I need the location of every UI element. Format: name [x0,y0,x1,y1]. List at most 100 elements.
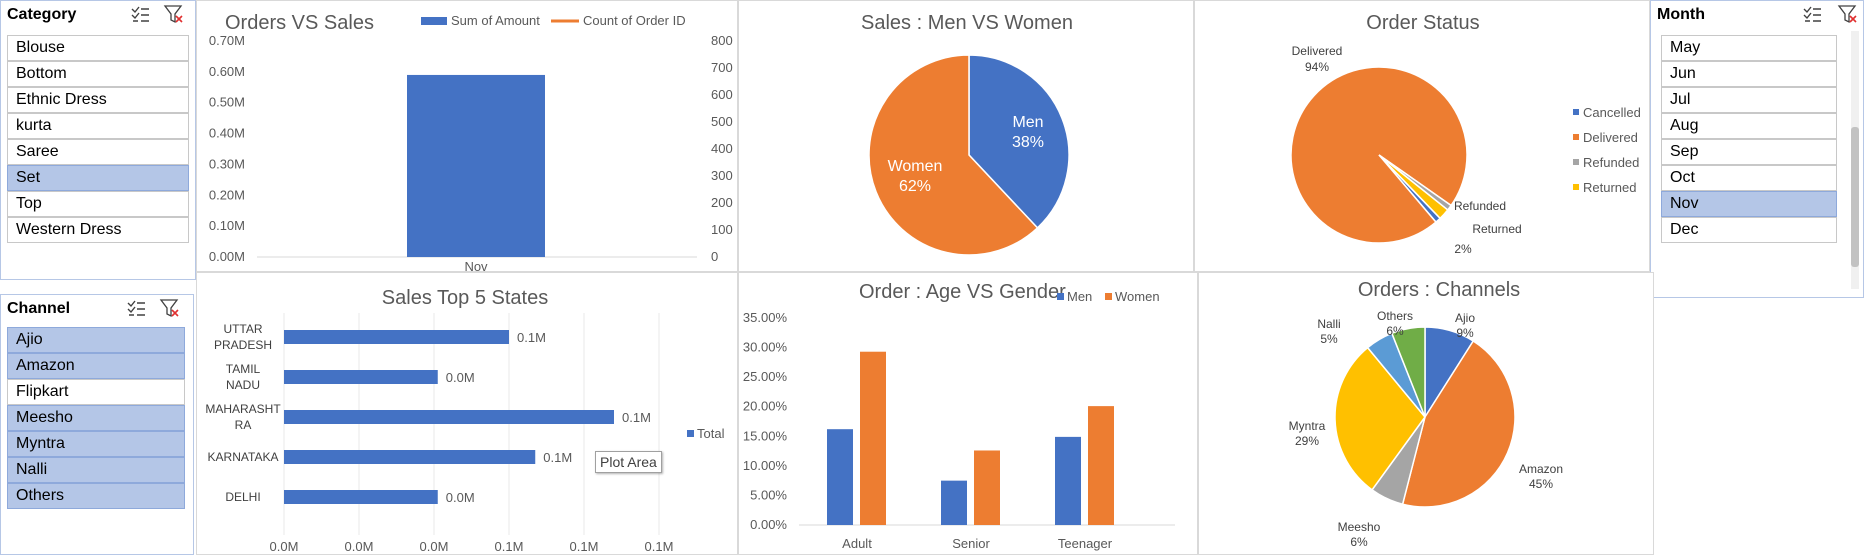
chart-title: Sales Top 5 States [382,287,548,309]
slicer-item-dec[interactable]: Dec [1661,217,1837,243]
slicer-item-jul[interactable]: Jul [1661,87,1837,113]
channels-slice-myntra [1334,346,1426,491]
y-tick-label: 0.70M [209,33,245,48]
y2-tick-label: 0 [711,249,718,264]
bar-karnataka [284,450,536,464]
channels-chart[interactable]: Orders : Channels Ajio 9% Amazon 45% Meesho 6%… [1198,272,1654,555]
channel-slicer: Channel Ajio Amazon Flipkart Meesho Myntra Na… [0,294,194,555]
y2-tick-label: 300 [711,168,733,183]
y-tick-label: 0.00% [750,517,787,532]
slice-percent: 6% [1386,324,1404,338]
slicer-item-nalli[interactable]: Nalli [7,457,185,483]
month-scrollbar-thumb[interactable] [1851,127,1859,267]
order-status-chart[interactable]: Order Status Delivered 94% Refunded Returned… [1194,0,1650,272]
x-tick-label: 0.0M [420,539,449,554]
bar-delhi [284,490,438,504]
clear-filter-icon[interactable] [163,4,185,24]
bar-men-adult [827,429,853,525]
plot-area-tooltip: Plot Area [595,451,662,473]
order-status-slice-returned [1378,154,1449,220]
channels-slice-amazon [1401,339,1516,508]
x-tick-label: Teenager [1058,536,1113,551]
slice-label: Others [1377,309,1413,323]
slicer-item-sep[interactable]: Sep [1661,139,1837,165]
legend-swatch [1573,184,1579,190]
y2-tick-label: 500 [711,114,733,129]
legend-swatch [1057,293,1064,300]
slicer-item-myntra[interactable]: Myntra [7,431,185,457]
legend-label: Refunded [1583,155,1639,170]
slicer-item-blouse[interactable]: Blouse [7,35,189,61]
chart-title: Order : Age VS Gender [859,281,1066,303]
y-tick-label: UTTAR [223,322,262,336]
clear-filter-icon[interactable] [159,298,181,318]
slicer-item-others[interactable]: Others [7,483,185,509]
y2-tick-label: 800 [711,33,733,48]
slicer-header: Channel [1,295,193,321]
slicer-item-western-dress[interactable]: Western Dress [7,217,189,243]
y-tick-label: 0.60M [209,64,245,79]
x-tick-label: 0.1M [645,539,674,554]
slice-label: Myntra [1289,419,1326,433]
top5-states-chart[interactable]: Sales Top 5 States 0.0M 0.0M 0.0M 0.1M 0.1M 0.… [196,272,738,555]
slice-percent: 38% [1012,134,1044,151]
multi-select-icon[interactable] [129,4,151,24]
slicer-header: Category [1,1,195,27]
men-vs-women-chart[interactable]: Sales : Men VS Women Men 38% Women 62% [738,0,1194,272]
y-tick-label: NADU [226,378,260,392]
slicer-item-saree[interactable]: Saree [7,139,189,165]
legend-swatch [1573,134,1579,140]
multi-select-icon[interactable] [125,298,147,318]
slicer-header: Month [1651,1,1863,27]
legend-label: Women [1115,289,1160,304]
multi-select-icon[interactable] [1801,4,1823,24]
y-tick-label: MAHARASHT [205,402,281,416]
y-tick-label: 0.20M [209,187,245,202]
slicer-item-ajio[interactable]: Ajio [7,327,185,353]
slice-label: Returned [1472,222,1521,236]
slicer-item-flipkart[interactable]: Flipkart [7,379,185,405]
slicer-title: Month [1657,6,1705,23]
bar-women-adult [860,351,886,525]
bar-uttar-pradesh [284,330,509,344]
age-vs-gender-chart[interactable]: Order : Age VS Gender Men Women 0.00% 5.00% 1… [738,272,1198,555]
x-tick-label: 0.1M [495,539,524,554]
legend-label: Sum of Amount [451,13,540,28]
y-tick-label: 15.00% [743,428,788,443]
y-tick-label: KARNATAKA [208,450,279,464]
slice-percent: 9% [1456,326,1474,340]
y-tick-label: 5.00% [750,487,787,502]
slicer-item-jun[interactable]: Jun [1661,61,1837,87]
slicer-title: Category [7,6,77,23]
slicer-item-may[interactable]: May [1661,35,1837,61]
slice-label: Nalli [1317,317,1340,331]
month-slicer: Month May Jun Jul Aug Sep Oct Nov Dec [1650,0,1864,298]
legend-swatch [1573,159,1579,165]
x-tick-label: 0.0M [270,539,299,554]
slicer-item-top[interactable]: Top [7,191,189,217]
slice-percent: 5% [1320,332,1338,346]
slicer-item-amazon[interactable]: Amazon [7,353,185,379]
slicer-item-ethnic-dress[interactable]: Ethnic Dress [7,87,189,113]
slicer-item-aug[interactable]: Aug [1661,113,1837,139]
slice-label: Women [888,158,943,175]
category-slicer: Category Blouse Bottom Ethnic Dress kurta Sa… [0,0,196,280]
slicer-item-kurta[interactable]: kurta [7,113,189,139]
slicer-item-bottom[interactable]: Bottom [7,61,189,87]
slicer-item-oct[interactable]: Oct [1661,165,1837,191]
slice-percent: 62% [899,178,931,195]
legend-label: Returned [1583,180,1636,195]
data-label: 0.1M [517,330,546,345]
clear-filter-icon[interactable] [1837,4,1859,24]
slicer-title: Channel [7,300,71,317]
slicer-item-nov[interactable]: Nov [1661,191,1837,217]
legend-swatch [1105,293,1112,300]
bar-tamil-nadu [284,370,438,384]
slice-label: Men [1012,114,1043,131]
slicer-item-meesho[interactable]: Meesho [7,405,185,431]
y2-tick-label: 700 [711,60,733,75]
orders-vs-sales-chart[interactable]: Orders VS Sales 0.00M 0.10M 0.20M 0.30M 0.40M… [196,0,738,273]
y-tick-label: 0.30M [209,156,245,171]
slicer-item-set[interactable]: Set [7,165,189,191]
y2-tick-label: 600 [711,87,733,102]
